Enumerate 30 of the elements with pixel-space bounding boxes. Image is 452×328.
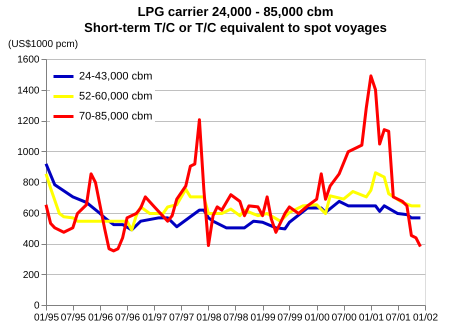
chart-subtitle: Short-term T/C or T/C equivalent to spot voyages xyxy=(84,20,387,35)
x-tick-label: 07/00 xyxy=(332,312,358,324)
x-tick-label: 01/95 xyxy=(34,312,60,324)
x-tick-label: 01/01 xyxy=(358,312,384,324)
legend-label: 52-60,000 cbm xyxy=(79,90,152,102)
x-tick-label: 07/01 xyxy=(386,312,412,324)
y-axis-title: (US$1000 pcm) xyxy=(8,39,78,50)
y-tick-label: 1000 xyxy=(17,146,40,158)
y-tick-label: 1600 xyxy=(17,54,40,66)
x-tick-label: 01/99 xyxy=(250,312,276,324)
x-tick-label: 07/97 xyxy=(169,312,195,324)
x-tick-label: 07/96 xyxy=(115,312,141,324)
x-tick-label: 01/00 xyxy=(304,312,330,324)
x-tick-label: 01/98 xyxy=(196,312,222,324)
x-tick-label: 01/02 xyxy=(412,312,438,324)
y-tick-label: 1200 xyxy=(17,116,40,127)
y-tick-label: 400 xyxy=(22,239,40,250)
x-tick-label: 01/96 xyxy=(88,312,114,324)
y-tick-label: 600 xyxy=(22,208,40,220)
x-tick-label: 07/95 xyxy=(60,312,86,324)
y-tick-label: 0 xyxy=(34,300,40,312)
x-tick-label: 07/99 xyxy=(277,312,303,324)
legend-label: 24-43,000 cbm xyxy=(79,70,152,82)
chart-title: LPG carrier 24,000 - 85,000 cbm xyxy=(138,4,334,19)
y-tick-label: 1400 xyxy=(17,85,40,96)
legend-label: 70-85,000 cbm xyxy=(79,110,152,122)
x-tick-label: 07/98 xyxy=(223,312,249,324)
y-tick-label: 200 xyxy=(22,270,40,281)
x-tick-label: 01/97 xyxy=(142,312,168,324)
y-tick-label: 800 xyxy=(22,178,40,188)
